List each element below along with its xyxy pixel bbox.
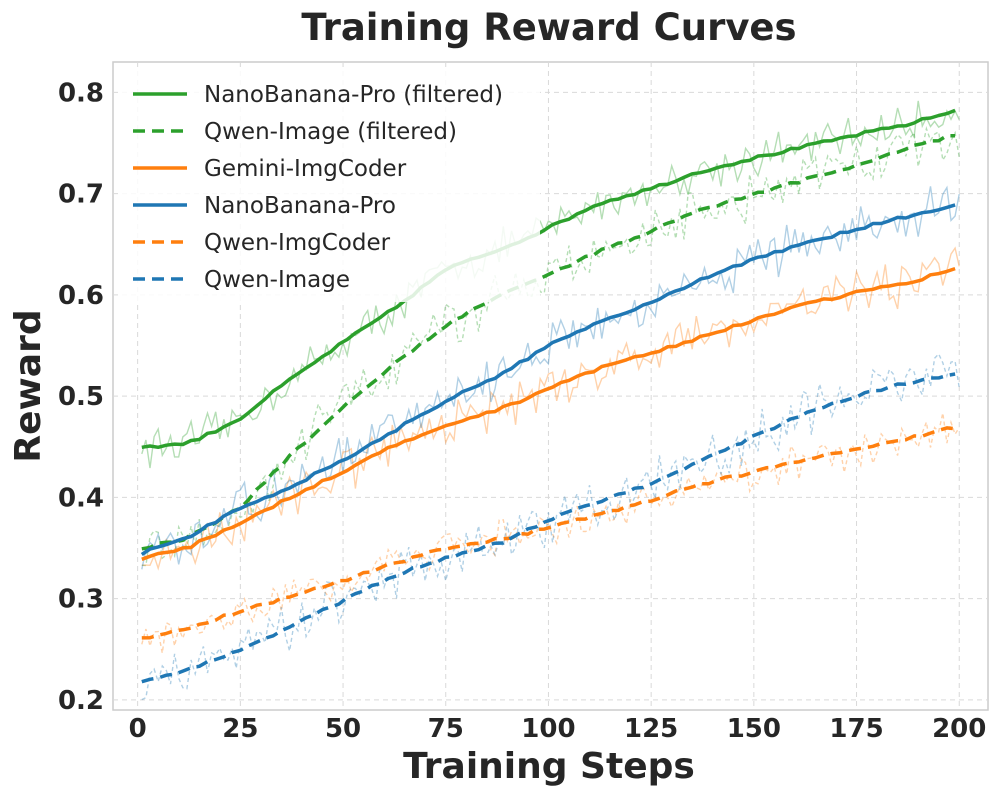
y-tick-label: 0.5 [58, 382, 104, 412]
legend-box [120, 70, 540, 302]
smoothed-line-gemini-imgcoder [141, 266, 956, 561]
x-tick-label: 200 [932, 714, 986, 744]
y-tick-label: 0.2 [58, 686, 104, 716]
x-axis-label: Training Steps [403, 746, 695, 787]
y-tick-label: 0.4 [58, 483, 104, 513]
x-tick-label: 50 [325, 714, 361, 744]
legend-label-qwen-image-filtered: Qwen-Image (filtered) [204, 119, 457, 145]
x-tick-label: 75 [428, 714, 464, 744]
x-tick-label: 0 [129, 714, 147, 744]
y-axis-label: Reward [8, 309, 49, 462]
legend-label-qwen-image: Qwen-Image [204, 267, 350, 293]
y-tick-label: 0.6 [58, 281, 104, 311]
legend-label-nanobanana-pro: NanoBanana-Pro [204, 193, 396, 219]
smoothed-line-nanobanana-pro-filtered [141, 108, 956, 450]
y-tick-label: 0.8 [58, 78, 104, 108]
legend-label-nanobanana-pro-filtered: NanoBanana-Pro (filtered) [204, 82, 503, 108]
y-tick-label: 0.3 [58, 585, 104, 615]
raw-line-qwen-imgcoder [141, 412, 960, 654]
chart-title: Training Reward Curves [301, 6, 796, 49]
x-tick-label: 100 [521, 714, 575, 744]
y-tick-label: 0.7 [58, 180, 104, 210]
legend-label-qwen-imgcoder: Qwen-ImgCoder [204, 230, 391, 256]
raw-line-nanobanana-pro-filtered [141, 100, 960, 469]
x-tick-label: 175 [829, 714, 883, 744]
smoothed-line-qwen-image [141, 372, 956, 684]
legend: NanoBanana-Pro (filtered) Qwen-Image (fil… [120, 70, 540, 302]
raw-line-qwen-image-filtered [141, 125, 960, 567]
y-axis-ticks: 0.2 0.3 0.4 0.5 0.6 0.7 0.8 [58, 78, 104, 716]
smoothed-line-qwen-image-filtered [141, 133, 956, 551]
x-tick-label: 25 [222, 714, 258, 744]
legend-label-gemini-imgcoder: Gemini-ImgCoder [204, 156, 407, 182]
x-tick-label: 150 [727, 714, 781, 744]
smoothed-line-qwen-imgcoder [141, 426, 956, 640]
x-tick-label: 125 [624, 714, 678, 744]
x-axis-ticks: 0 25 50 75 100 125 150 175 200 [129, 714, 987, 744]
smoothed-line-nanobanana-pro [140, 203, 956, 556]
smoothed-series-lines [140, 108, 956, 684]
